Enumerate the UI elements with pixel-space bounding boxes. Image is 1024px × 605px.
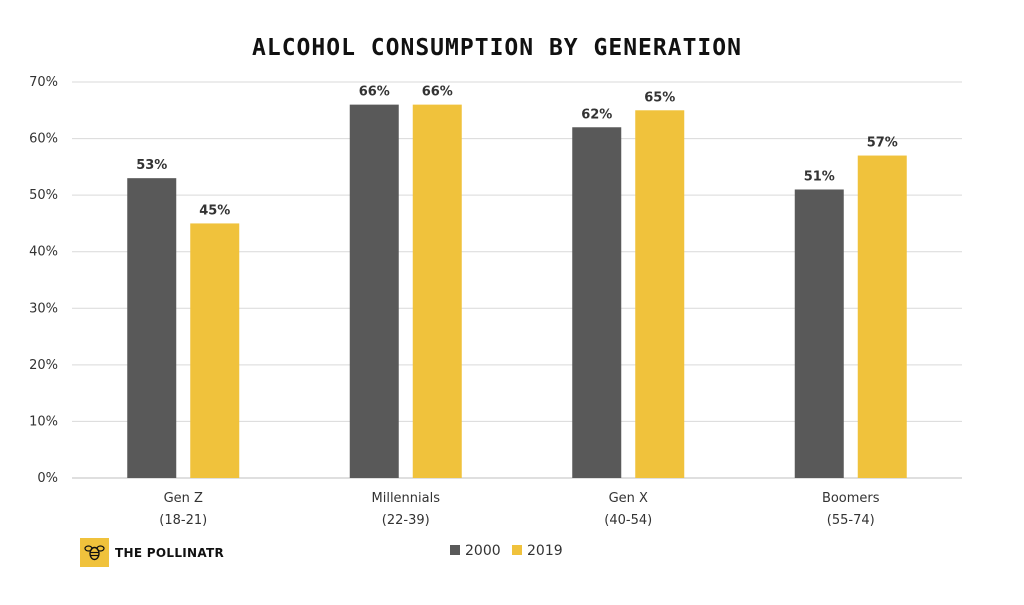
data-label: 51% bbox=[804, 169, 835, 184]
category-label: Gen X bbox=[609, 491, 648, 506]
data-label: 45% bbox=[199, 203, 230, 218]
bars bbox=[127, 104, 907, 479]
brand-name: THE POLLINATR bbox=[115, 546, 224, 560]
legend-swatch-2000 bbox=[450, 545, 460, 555]
bee-icon bbox=[84, 545, 105, 561]
category-label: Boomers bbox=[822, 491, 880, 506]
bar-2000-gen-x bbox=[572, 127, 622, 478]
chart-title: ALCOHOL CONSUMPTION BY GENERATION bbox=[252, 35, 742, 61]
data-label: 66% bbox=[422, 85, 453, 100]
bar-2019-gen-x bbox=[635, 110, 685, 479]
y-tick-label: 40% bbox=[29, 245, 58, 260]
category-range-label: (40-54) bbox=[604, 513, 652, 528]
y-tick-label: 30% bbox=[29, 301, 58, 316]
brand-logo: THE POLLINATR bbox=[80, 538, 224, 567]
y-tick-label: 60% bbox=[29, 132, 58, 147]
category-label: Millennials bbox=[372, 491, 441, 506]
data-label: 62% bbox=[581, 107, 612, 122]
bar-2019-millennials bbox=[412, 104, 462, 478]
data-label: 65% bbox=[644, 90, 675, 105]
bar-2019-gen-z bbox=[190, 223, 240, 478]
legend-label-2000: 2000 bbox=[465, 543, 501, 559]
legend-swatch-2019 bbox=[512, 545, 522, 555]
legend-label-2019: 2019 bbox=[527, 543, 563, 559]
legend: 2000 2019 bbox=[450, 543, 563, 559]
category-range-label: (22-39) bbox=[382, 513, 430, 528]
data-label: 57% bbox=[867, 136, 898, 151]
bar-2000-gen-z bbox=[127, 178, 177, 478]
category-range-label: (55-74) bbox=[827, 513, 875, 528]
y-tick-label: 10% bbox=[29, 414, 58, 429]
y-axis-ticks: 0% 10% 20% 30% 40% 50% 60% 70% bbox=[29, 75, 58, 486]
data-label: 53% bbox=[136, 158, 167, 173]
data-labels: 53% 45% 66% 66% 62% 65% 51% 57% bbox=[136, 85, 898, 219]
data-label: 66% bbox=[359, 85, 390, 100]
y-tick-label: 0% bbox=[37, 471, 58, 486]
category-label: Gen Z bbox=[164, 491, 203, 506]
bar-2000-boomers bbox=[794, 189, 844, 478]
y-tick-label: 20% bbox=[29, 358, 58, 373]
category-range-label: (18-21) bbox=[159, 513, 207, 528]
y-tick-label: 50% bbox=[29, 188, 58, 203]
y-tick-label: 70% bbox=[29, 75, 58, 90]
x-axis-labels: Gen Z (18-21) Millennials (22-39) Gen X (40-5… bbox=[159, 491, 879, 528]
bar-2000-millennials bbox=[349, 104, 399, 478]
bar-2019-boomers bbox=[857, 155, 907, 479]
